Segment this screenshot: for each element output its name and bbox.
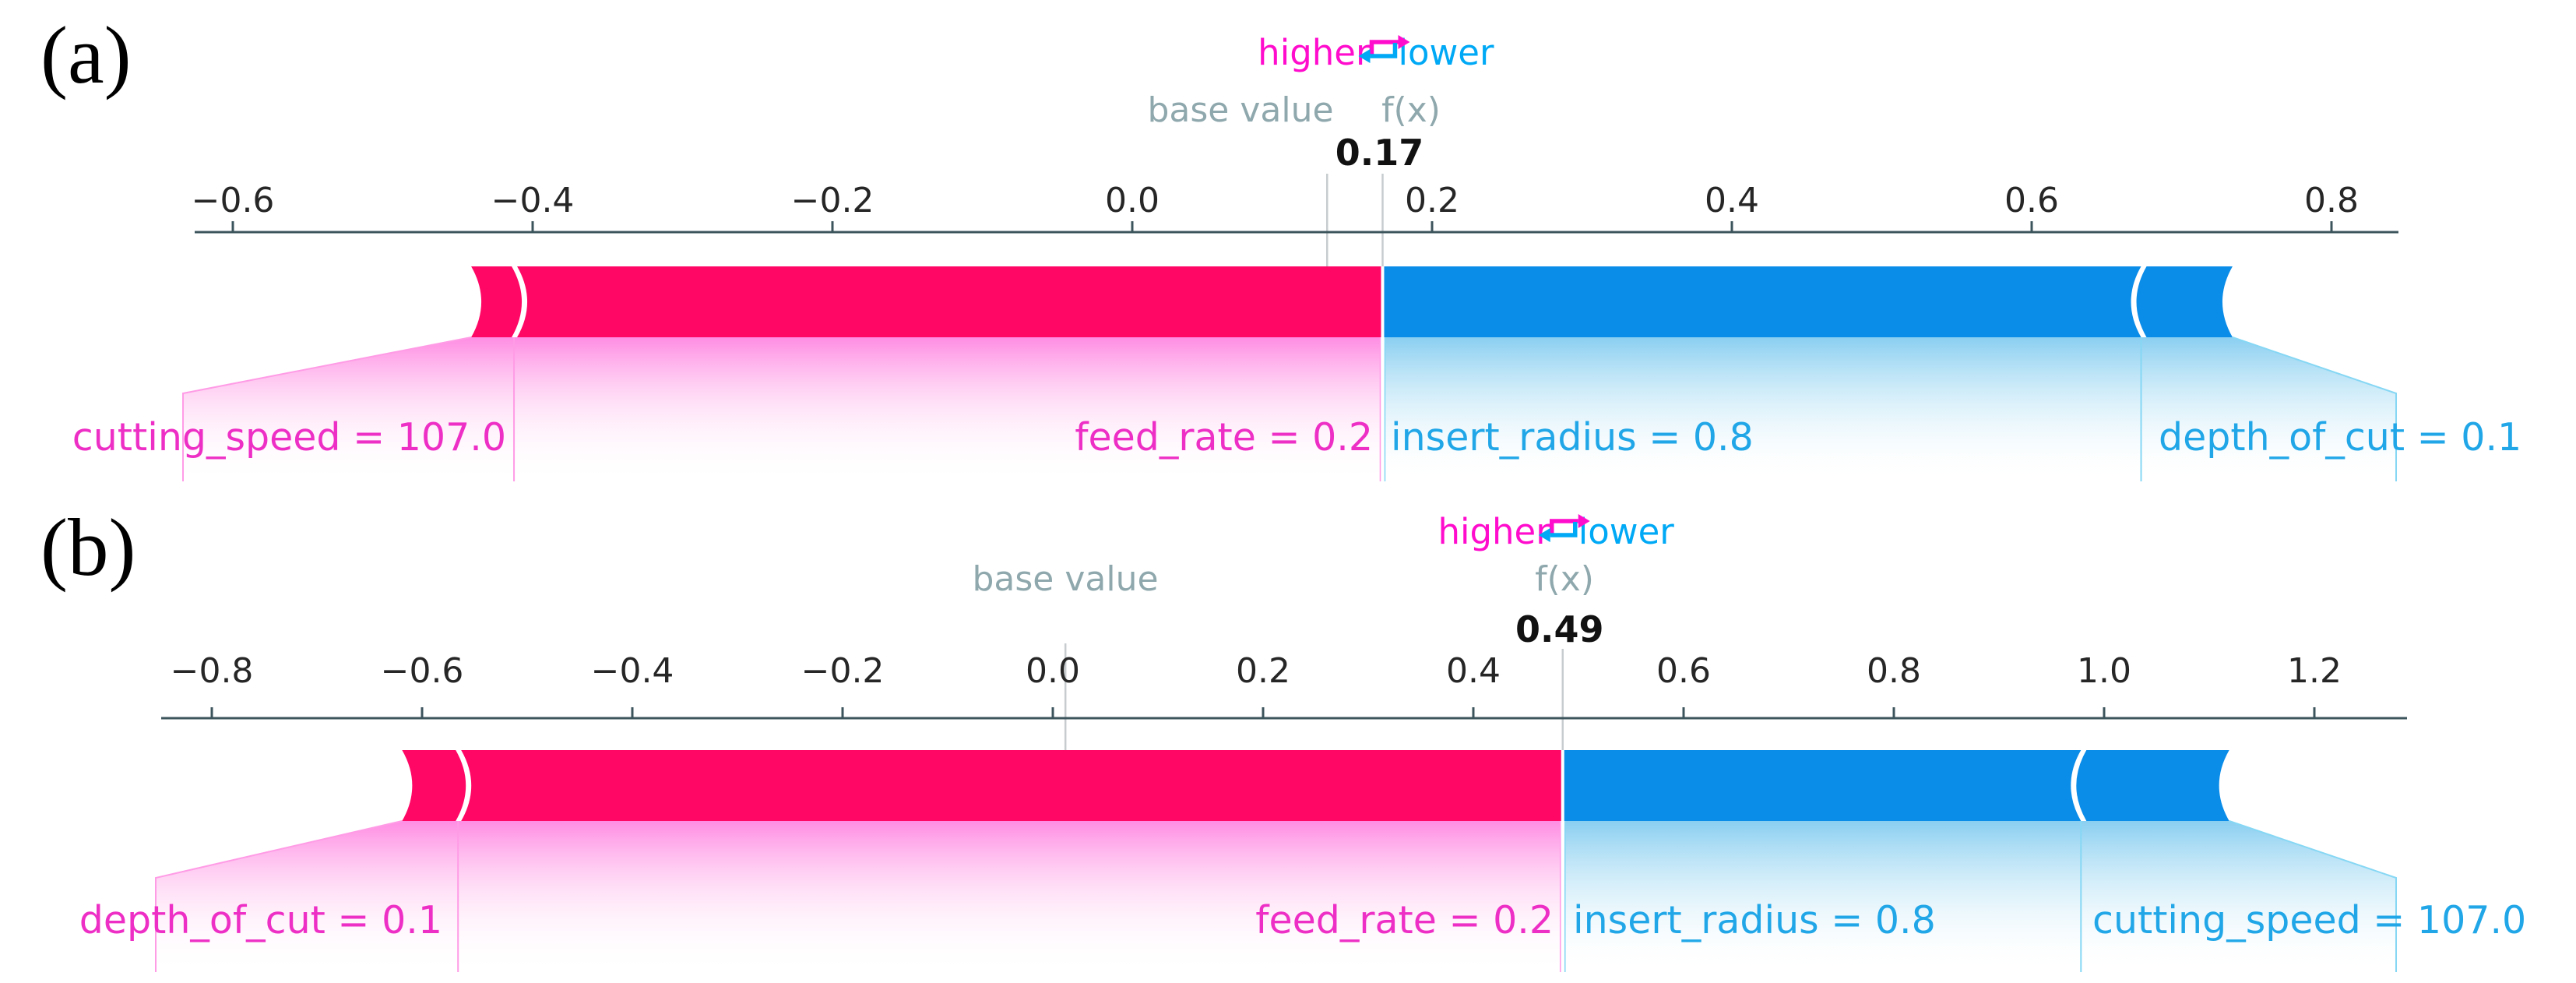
tick-label: 0.4: [1705, 181, 1759, 220]
tick-label: 0.8: [1867, 651, 1921, 691]
tick-label: 0.6: [1656, 651, 1711, 691]
feature-label-b: feed_rate = 0.2: [1255, 898, 1554, 942]
blue-fade-region-a: [1382, 337, 2396, 481]
lower-arrowhead-icon: [1538, 528, 1550, 542]
tick-label: 0.4: [1446, 651, 1501, 691]
higher-arrow-icon: [1369, 40, 1399, 55]
feature-label-b: insert_radius = 0.8: [1573, 898, 1936, 942]
blue-funnel-edge: [2229, 820, 2397, 972]
base-value-label: base value: [1147, 90, 1333, 130]
band-segment-feed_rate: [461, 750, 1561, 821]
fx-label: f(x): [1381, 90, 1441, 130]
lower-label: lower: [1578, 511, 1675, 552]
blue-funnel-edge: [2232, 336, 2397, 481]
pink-funnel-edge: [182, 336, 472, 481]
pink-fade-region-a: [183, 337, 1383, 481]
tick-label: 0.6: [2004, 181, 2059, 220]
tick-label: −0.8: [171, 651, 254, 691]
feature-label-b: depth_of_cut = 0.1: [79, 898, 442, 942]
lower-arrow-icon: [1550, 522, 1578, 537]
tick-label: −0.4: [491, 181, 575, 220]
band-segment-cutting_speed: [471, 266, 523, 337]
higher-label: higher: [1258, 32, 1371, 73]
feature-label-a: cutting_speed = 107.0: [72, 415, 506, 460]
tick-label: 0.0: [1026, 651, 1080, 691]
band-segment-depth_of_cut: [2136, 266, 2233, 337]
tick-label: −0.2: [801, 651, 885, 691]
blue-fade-region-b: [1562, 821, 2396, 972]
band-segment-depth_of_cut: [402, 750, 466, 821]
tick-label: 0.2: [1405, 181, 1459, 220]
tick-label: 0.2: [1236, 651, 1290, 691]
panel-letter-b: (b): [40, 502, 135, 593]
band-segment-cutting_speed: [2076, 750, 2229, 821]
higher-arrowhead-icon: [1578, 514, 1590, 528]
fx-label: f(x): [1535, 559, 1594, 599]
band-segment-insert_radius: [1384, 266, 2141, 337]
band-segment-insert_radius: [1564, 750, 2082, 821]
higher-arrow-icon: [1550, 519, 1578, 534]
fx-value: 0.49: [1515, 608, 1604, 650]
higher-label: higher: [1438, 511, 1550, 552]
tick-label: 0.0: [1105, 181, 1160, 220]
fx-value: 0.17: [1336, 132, 1424, 174]
tick-label: −0.6: [381, 651, 464, 691]
pink-funnel-edge: [155, 820, 403, 972]
tick-label: −0.4: [591, 651, 674, 691]
feature-label-b: cutting_speed = 107.0: [2092, 898, 2526, 942]
tick-label: −0.2: [791, 181, 875, 220]
tick-label: 0.8: [2304, 181, 2359, 220]
feature-label-a: depth_of_cut = 0.1: [2159, 415, 2521, 460]
band-segment-feed_rate: [517, 266, 1381, 337]
tick-label: 1.0: [2077, 651, 2131, 691]
higher-arrowhead-icon: [1398, 35, 1410, 49]
panel-letter-a: (a): [40, 9, 132, 100]
base-value-label: base value: [972, 559, 1158, 599]
tick-label: −0.6: [192, 181, 275, 220]
tick-label: 1.2: [2287, 651, 2342, 691]
lower-label: lower: [1398, 32, 1494, 73]
feature-label-a: insert_radius = 0.8: [1391, 415, 1754, 460]
feature-label-a: feed_rate = 0.2: [1075, 415, 1373, 460]
pink-fade-region-b: [156, 821, 1563, 972]
lower-arrowhead-icon: [1358, 49, 1371, 63]
lower-arrow-icon: [1370, 43, 1398, 58]
